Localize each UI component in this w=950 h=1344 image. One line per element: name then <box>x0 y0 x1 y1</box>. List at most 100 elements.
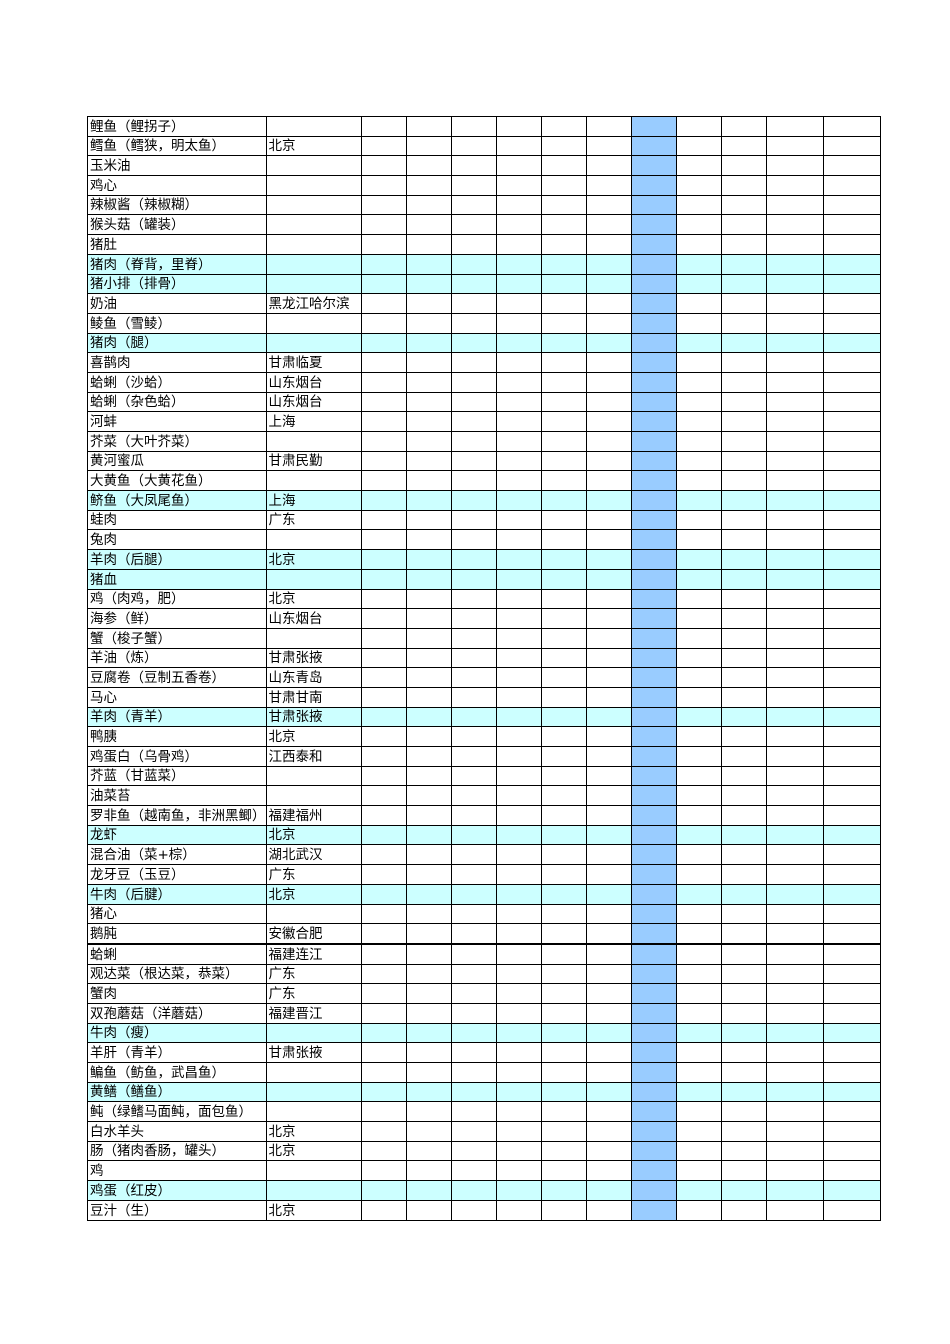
empty-cell[interactable] <box>720 883 767 905</box>
empty-cell[interactable] <box>720 844 767 866</box>
empty-cell[interactable] <box>540 352 587 373</box>
empty-cell[interactable] <box>495 588 542 610</box>
empty-cell[interactable] <box>630 529 677 551</box>
empty-cell[interactable] <box>405 1062 452 1083</box>
food-name-cell[interactable]: 黄鳝（鳝鱼） <box>87 1081 267 1103</box>
empty-cell[interactable] <box>720 746 767 767</box>
empty-cell[interactable] <box>540 312 587 334</box>
empty-cell[interactable] <box>765 450 824 472</box>
empty-cell[interactable] <box>630 450 677 472</box>
empty-cell[interactable] <box>822 1081 881 1103</box>
empty-cell[interactable] <box>765 431 824 452</box>
empty-cell[interactable] <box>405 1180 452 1201</box>
origin-cell[interactable]: 黑龙江哈尔滨 <box>265 293 362 314</box>
empty-cell[interactable] <box>630 1081 677 1103</box>
food-name-cell[interactable]: 猪小排（排骨） <box>87 273 267 295</box>
empty-cell[interactable] <box>822 1180 881 1201</box>
empty-cell[interactable] <box>630 214 677 236</box>
empty-cell[interactable] <box>450 352 497 373</box>
empty-cell[interactable] <box>540 234 587 255</box>
empty-cell[interactable] <box>405 411 452 432</box>
origin-cell[interactable]: 甘肃张掖 <box>265 647 362 669</box>
empty-cell[interactable] <box>405 1199 452 1221</box>
empty-cell[interactable] <box>630 253 677 275</box>
empty-cell[interactable] <box>630 1042 677 1063</box>
empty-cell[interactable] <box>765 1081 824 1103</box>
empty-cell[interactable] <box>585 824 632 846</box>
origin-cell[interactable] <box>265 1081 362 1103</box>
empty-cell[interactable] <box>720 1081 767 1103</box>
empty-cell[interactable] <box>360 627 407 649</box>
empty-cell[interactable] <box>765 1121 824 1142</box>
empty-cell[interactable] <box>540 1180 587 1201</box>
empty-cell[interactable] <box>360 588 407 610</box>
empty-cell[interactable] <box>585 923 632 945</box>
empty-cell[interactable] <box>630 864 677 885</box>
empty-cell[interactable] <box>540 963 587 985</box>
empty-cell[interactable] <box>540 667 587 688</box>
empty-cell[interactable] <box>360 1199 407 1221</box>
empty-cell[interactable] <box>822 686 881 708</box>
origin-cell[interactable] <box>265 431 362 452</box>
empty-cell[interactable] <box>585 1101 632 1123</box>
food-name-cell[interactable]: 羊肉（青羊） <box>87 706 267 728</box>
empty-cell[interactable] <box>585 963 632 985</box>
empty-cell[interactable] <box>630 352 677 373</box>
empty-cell[interactable] <box>675 1160 722 1182</box>
empty-cell[interactable] <box>765 1042 824 1063</box>
empty-cell[interactable] <box>585 175 632 196</box>
empty-cell[interactable] <box>360 647 407 669</box>
food-name-cell[interactable]: 蟹（梭子蟹） <box>87 627 267 649</box>
origin-cell[interactable]: 山东青岛 <box>265 667 362 688</box>
food-name-cell[interactable]: 猪肚 <box>87 234 267 255</box>
empty-cell[interactable] <box>675 805 722 826</box>
food-name-cell[interactable]: 猴头菇（罐装） <box>87 214 267 236</box>
empty-cell[interactable] <box>720 785 767 807</box>
empty-cell[interactable] <box>585 1121 632 1142</box>
food-name-cell[interactable]: 鳊鱼（鲂鱼，武昌鱼） <box>87 1062 267 1083</box>
empty-cell[interactable] <box>630 844 677 866</box>
empty-cell[interactable] <box>450 1121 497 1142</box>
empty-cell[interactable] <box>720 667 767 688</box>
empty-cell[interactable] <box>450 155 497 177</box>
empty-cell[interactable] <box>630 608 677 629</box>
empty-cell[interactable] <box>585 411 632 432</box>
empty-cell[interactable] <box>675 1121 722 1142</box>
empty-cell[interactable] <box>765 568 824 590</box>
empty-cell[interactable] <box>540 529 587 551</box>
empty-cell[interactable] <box>405 431 452 452</box>
empty-cell[interactable] <box>822 963 881 985</box>
empty-cell[interactable] <box>360 844 407 866</box>
empty-cell[interactable] <box>405 943 452 965</box>
empty-cell[interactable] <box>450 686 497 708</box>
empty-cell[interactable] <box>630 391 677 413</box>
empty-cell[interactable] <box>540 805 587 826</box>
empty-cell[interactable] <box>360 312 407 334</box>
origin-cell[interactable]: 山东烟台 <box>265 391 362 413</box>
empty-cell[interactable] <box>405 450 452 472</box>
empty-cell[interactable] <box>540 509 587 531</box>
empty-cell[interactable] <box>360 608 407 629</box>
empty-cell[interactable] <box>675 155 722 177</box>
empty-cell[interactable] <box>675 1062 722 1083</box>
empty-cell[interactable] <box>630 135 677 157</box>
empty-cell[interactable] <box>450 135 497 157</box>
empty-cell[interactable] <box>822 1199 881 1221</box>
empty-cell[interactable] <box>675 1042 722 1063</box>
empty-cell[interactable] <box>495 1042 542 1063</box>
empty-cell[interactable] <box>822 883 881 905</box>
empty-cell[interactable] <box>405 470 452 492</box>
empty-cell[interactable] <box>495 175 542 196</box>
origin-cell[interactable] <box>265 529 362 551</box>
empty-cell[interactable] <box>630 509 677 531</box>
empty-cell[interactable] <box>495 627 542 649</box>
food-name-cell[interactable]: 河蚌 <box>87 411 267 432</box>
empty-cell[interactable] <box>720 411 767 432</box>
empty-cell[interactable] <box>630 746 677 767</box>
empty-cell[interactable] <box>630 686 677 708</box>
food-name-cell[interactable]: 辣椒酱（辣椒糊） <box>87 194 267 216</box>
empty-cell[interactable] <box>675 1140 722 1162</box>
empty-cell[interactable] <box>720 1160 767 1182</box>
empty-cell[interactable] <box>822 667 881 688</box>
empty-cell[interactable] <box>822 568 881 590</box>
